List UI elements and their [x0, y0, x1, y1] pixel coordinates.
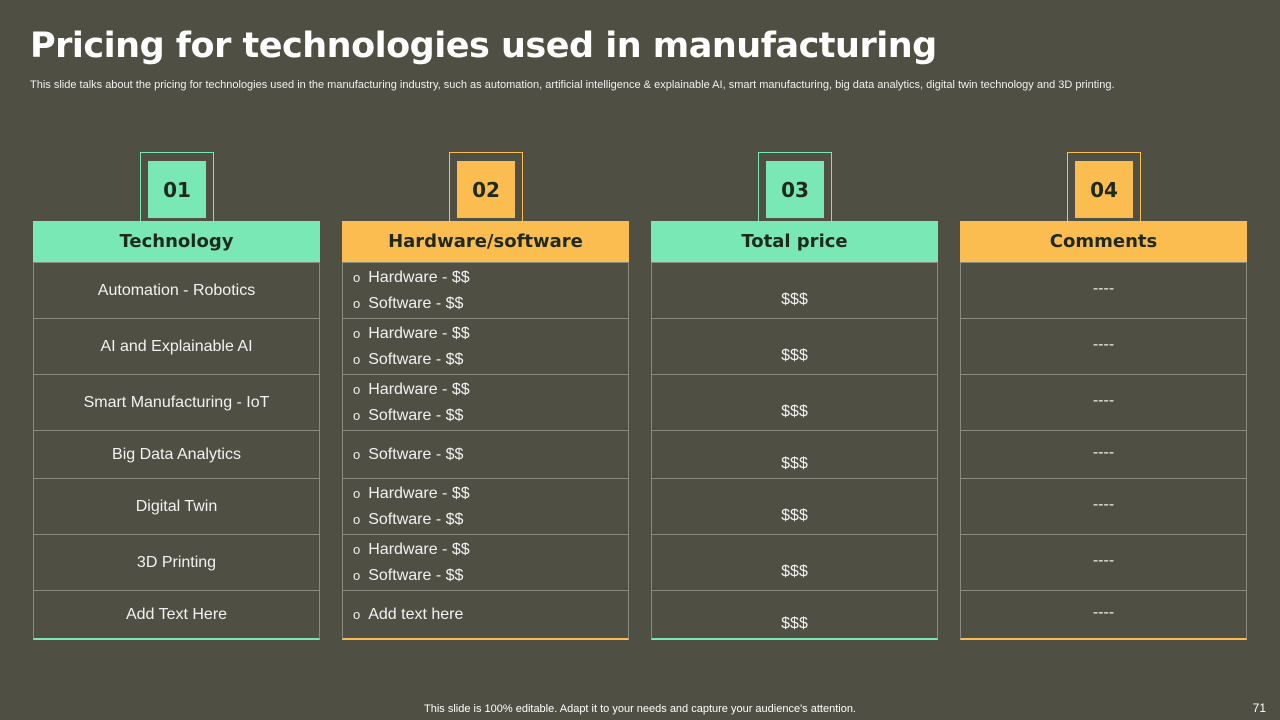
bullet-item: Software - $$: [353, 351, 463, 369]
bullet-item: Software - $$: [353, 511, 463, 529]
badge-frame: 03: [758, 152, 832, 222]
table-cell: $$$: [652, 430, 937, 478]
table-cell: $$$: [652, 262, 937, 318]
table-cell: Digital Twin: [34, 478, 319, 534]
table-cell: ----: [961, 318, 1246, 374]
bullet-item: Software - $$: [353, 446, 463, 464]
bullet-item: Hardware - $$: [353, 381, 469, 399]
table-cell: ----: [961, 430, 1246, 478]
column-header: Total price: [651, 221, 938, 262]
badge-frame: 01: [140, 152, 214, 222]
bullet-item: Hardware - $$: [353, 485, 469, 503]
badge-frame: 02: [449, 152, 523, 222]
table-cell: AI and Explainable AI: [34, 318, 319, 374]
table-cell: Hardware - $$ Software - $$: [343, 478, 628, 534]
table-cell: $$$: [652, 534, 937, 590]
column-header: Comments: [960, 221, 1247, 262]
table-cell: $$$: [652, 590, 937, 638]
table-cell: Hardware - $$ Software - $$: [343, 262, 628, 318]
bullet-item: Software - $$: [353, 407, 463, 425]
table-cell: Add Text Here: [34, 590, 319, 638]
table-cell: ----: [961, 590, 1246, 638]
table-cell: Big Data Analytics: [34, 430, 319, 478]
table-cell: ----: [961, 478, 1246, 534]
bullet-item: Software - $$: [353, 567, 463, 585]
column-header: Technology: [33, 221, 320, 262]
table-cell: $$$: [652, 478, 937, 534]
bullet-item: Add text here: [353, 606, 463, 624]
column-number-badge: 02: [457, 161, 515, 218]
table-cell: Software - $$: [343, 430, 628, 478]
table-cell: Hardware - $$ Software - $$: [343, 318, 628, 374]
table-cell: ----: [961, 262, 1246, 318]
table-cell: $$$: [652, 318, 937, 374]
bullet-item: Hardware - $$: [353, 325, 469, 343]
table-cell: $$$: [652, 374, 937, 430]
table-cell: ----: [961, 534, 1246, 590]
bullet-item: Hardware - $$: [353, 541, 469, 559]
table-cell: Add text here: [343, 590, 628, 638]
bullet-item: Hardware - $$: [353, 269, 469, 287]
table-cell: Hardware - $$ Software - $$: [343, 534, 628, 590]
column-body: $$$ $$$ $$$ $$$ $$$ $$$ $$$: [651, 262, 938, 640]
table-cell: ----: [961, 374, 1246, 430]
slide-subtitle: This slide talks about the pricing for t…: [30, 79, 1115, 91]
badge-frame: 04: [1067, 152, 1141, 222]
slide-title: Pricing for technologies used in manufac…: [30, 26, 937, 66]
column-header: Hardware/software: [342, 221, 629, 262]
table-cell: Smart Manufacturing - IoT: [34, 374, 319, 430]
bullet-item: Software - $$: [353, 295, 463, 313]
column-number-badge: 04: [1075, 161, 1133, 218]
table-cell: Hardware - $$ Software - $$: [343, 374, 628, 430]
column-body: ---- ---- ---- ---- ---- ---- ----: [960, 262, 1247, 640]
table-cell: Automation - Robotics: [34, 262, 319, 318]
footer-text: This slide is 100% editable. Adapt it to…: [424, 703, 856, 715]
column-number-badge: 01: [148, 161, 206, 218]
page-number: 71: [1252, 701, 1266, 715]
column-number-badge: 03: [766, 161, 824, 218]
column-body: Hardware - $$ Software - $$ Hardware - $$ S…: [342, 262, 629, 640]
column-body: Automation - Robotics AI and Explainable …: [33, 262, 320, 640]
table-cell: 3D Printing: [34, 534, 319, 590]
